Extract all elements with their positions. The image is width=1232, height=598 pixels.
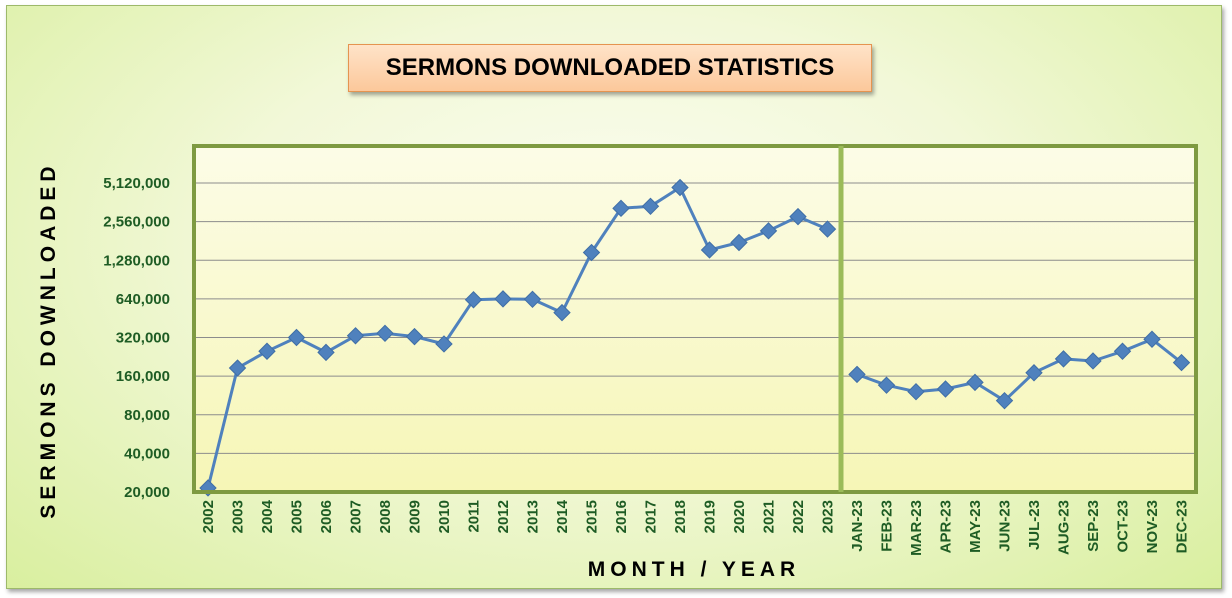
data-point: [907, 382, 925, 401]
x-tick-label: 2023: [820, 500, 837, 533]
data-point: [464, 291, 483, 309]
x-tick-label: NOV-23: [1144, 500, 1161, 553]
chart-title: SERMONS DOWNLOADED STATISTICS: [348, 44, 872, 92]
data-point: [700, 241, 719, 259]
x-axis-title: MONTH / YEAR: [588, 558, 800, 581]
data-point: [1025, 364, 1043, 382]
y-tick-label: 2,560,000: [103, 214, 170, 231]
x-tick-label: 2014: [554, 499, 571, 533]
x-tick-label: 2008: [377, 500, 394, 533]
data-point: [287, 328, 306, 347]
x-tick-label: 2005: [289, 500, 306, 533]
y-tick-label: 1,280,000: [103, 252, 170, 269]
x-tick-label: MAY-23: [967, 500, 984, 553]
x-tick-label: JUN-23: [997, 500, 1014, 552]
plot-area: [194, 146, 1196, 492]
x-tick-label: APR-23: [938, 500, 955, 553]
data-point: [1113, 342, 1132, 360]
data-point: [1172, 353, 1191, 372]
x-tick-label: JAN-23: [849, 500, 866, 552]
x-tick-label: 2010: [436, 500, 453, 533]
data-point: [877, 376, 896, 394]
x-tick-label: 2002: [200, 500, 217, 533]
y-axis-title: SERMONS DOWNLOADED: [37, 161, 60, 518]
x-tick-label: JUL-23: [1026, 500, 1043, 550]
x-tick-label: MAR-23: [908, 500, 925, 556]
x-tick-label: 2017: [643, 500, 660, 533]
data-point: [759, 222, 778, 240]
plot-border: [192, 144, 1198, 494]
y-tick-label: 320,000: [116, 330, 170, 347]
data-point: [995, 391, 1014, 410]
data-point: [671, 178, 689, 197]
y-tick-label: 40,000: [124, 445, 170, 462]
x-tick-label: 2021: [761, 500, 778, 533]
x-axis-ticks: 2002 2003 2004 2005 2006 2007 2008 2009 2010 2011…: [200, 499, 1191, 555]
x-tick-label: AUG-23: [1056, 500, 1073, 555]
data-point: [730, 233, 748, 252]
data-point: [405, 327, 424, 346]
x-tick-label: FEB-23: [879, 500, 896, 552]
data-point: [818, 220, 837, 238]
x-tick-label: 2012: [495, 500, 512, 533]
y-tick-label: 640,000: [116, 291, 170, 308]
data-point: [494, 290, 512, 308]
data-point: [789, 207, 807, 226]
data-point: [346, 327, 365, 345]
x-tick-label: 2009: [407, 500, 424, 533]
x-tick-label: 2013: [525, 500, 542, 533]
data-point: [435, 335, 453, 353]
x-tick-label: 2018: [672, 500, 689, 533]
y-tick-label: 5,120,000: [103, 175, 170, 192]
data-point: [228, 359, 247, 377]
data-point: [641, 197, 660, 216]
x-tick-label: 2019: [702, 500, 719, 533]
x-tick-label: 2003: [230, 500, 247, 533]
data-point: [258, 342, 276, 360]
x-tick-label: SEP-23: [1085, 500, 1102, 552]
data-point: [1054, 350, 1073, 368]
data-point: [1084, 352, 1102, 370]
x-tick-label: 2015: [584, 500, 601, 533]
data-point: [317, 343, 335, 362]
x-tick-label: 2016: [613, 500, 630, 533]
y-axis-ticks: 20,000 40,000 80,000 160,000 320,000 640,000 1…: [103, 175, 170, 501]
data-point: [523, 290, 542, 309]
data-point: [582, 243, 601, 262]
data-markers: [199, 178, 1191, 497]
x-tick-label: 2022: [790, 500, 807, 533]
data-point: [1143, 330, 1161, 348]
data-point: [966, 373, 984, 392]
x-tick-label: 2011: [466, 500, 483, 533]
x-tick-label: 2020: [731, 500, 748, 533]
x-tick-label: 2007: [348, 500, 365, 533]
y-tick-label: 160,000: [116, 368, 170, 385]
data-point: [936, 380, 955, 398]
y-tick-label: 80,000: [124, 407, 170, 424]
series-line: [206, 186, 829, 489]
x-tick-label: 2006: [318, 500, 335, 533]
data-point: [376, 324, 394, 343]
x-tick-label: OCT-23: [1115, 500, 1132, 553]
data-point: [848, 365, 866, 384]
y-tick-label: 20,000: [124, 484, 170, 501]
x-tick-label: 2004: [259, 499, 276, 533]
data-point: [553, 303, 571, 322]
x-tick-label: DEC-23: [1174, 500, 1191, 553]
data-point: [612, 199, 630, 218]
